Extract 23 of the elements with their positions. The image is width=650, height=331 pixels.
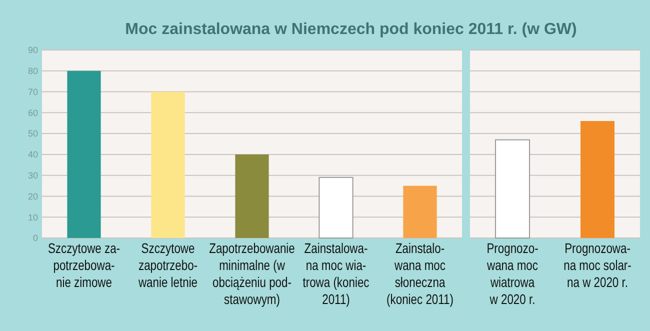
x-tick-label: Zainstalowa- na moc wia- trowa (koniec 2011) bbox=[302, 240, 370, 308]
x-tick-label: Szczytowe za- potrzebowa- nie zimowe bbox=[48, 240, 120, 290]
chart-title: Moc zainstalowana w Niemczech pod koniec 2011 r. (w GW) bbox=[125, 21, 577, 38]
x-tick-label: Prognozowa- na moc solar- na w 2020 r. bbox=[564, 240, 632, 290]
y-tick-label: 30 bbox=[28, 170, 38, 180]
y-tick-label: 10 bbox=[28, 212, 38, 222]
bar bbox=[403, 186, 437, 238]
x-tick-label: Prognozo- wana moc wiatrowa w 2020 r. bbox=[486, 240, 538, 308]
x-tick-label: Zainstalo- wana moc słoneczna (koniec 2011) bbox=[386, 240, 454, 308]
y-tick-label: 80 bbox=[28, 66, 38, 76]
y-tick-label: 40 bbox=[28, 150, 38, 160]
x-tick-label: Szczytowe zapotrzebo- wanie letnie bbox=[138, 240, 198, 290]
y-tick-label: 50 bbox=[28, 128, 38, 139]
bar bbox=[67, 70, 101, 238]
y-tick-label: 60 bbox=[28, 108, 38, 118]
x-tick-label: Zapotrzebowanie minimalne (w obciążeniu pod- stawowym) bbox=[209, 240, 295, 308]
bar bbox=[318, 176, 354, 238]
y-tick-label: 70 bbox=[28, 86, 38, 97]
bar bbox=[151, 92, 185, 238]
y-tick-label: 0 bbox=[32, 233, 38, 244]
y-tick-label: 90 bbox=[28, 45, 38, 56]
y-tick-label: 20 bbox=[28, 191, 38, 202]
bar bbox=[235, 154, 269, 238]
